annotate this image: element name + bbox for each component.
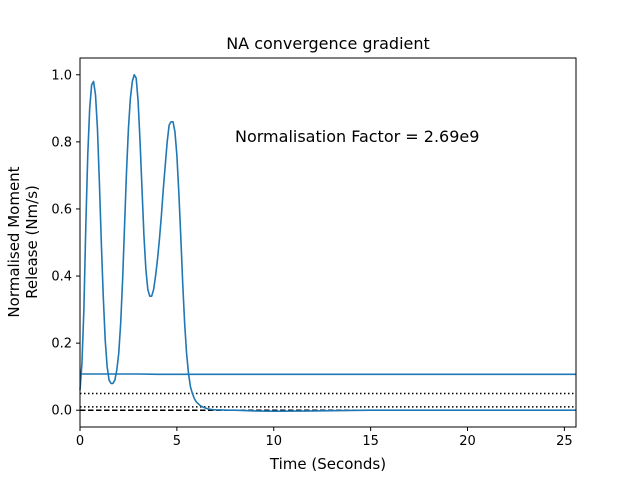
normalisation-factor-annotation: Normalisation Factor = 2.69e9: [235, 127, 479, 146]
chart-title: NA convergence gradient: [226, 34, 430, 53]
y-tick-label: 0.0: [51, 404, 72, 419]
x-axis: 0 5 10 15 20 25: [76, 427, 573, 449]
axes-frame: [79, 57, 577, 428]
plot-area: [79, 73, 576, 413]
x-tick-label: 5: [173, 434, 181, 449]
x-tick-label: 15: [362, 434, 379, 449]
x-tick-label: 0: [76, 434, 84, 449]
y-axis-label-line-2: Release (Nm/s): [23, 185, 41, 299]
x-tick-label: 10: [265, 434, 282, 449]
y-axis-label-line-1: Normalised Moment: [5, 166, 23, 317]
y-tick-label: 0.2: [51, 337, 72, 352]
y-tick-label: 0.8: [51, 135, 72, 150]
series-line-1: [79, 73, 576, 413]
x-tick-label: 20: [459, 434, 476, 449]
x-tick-label: 25: [556, 434, 573, 449]
y-tick-label: 0.4: [51, 270, 72, 285]
y-tick-label: 0.6: [51, 202, 72, 217]
x-axis-label: Time (Seconds): [269, 455, 386, 473]
y-tick-label: 1.0: [51, 68, 72, 83]
y-axis-label: Normalised Moment Release (Nm/s): [5, 166, 41, 317]
y-axis: 0.0 0.2 0.4 0.6 0.8 1.0: [51, 68, 80, 419]
